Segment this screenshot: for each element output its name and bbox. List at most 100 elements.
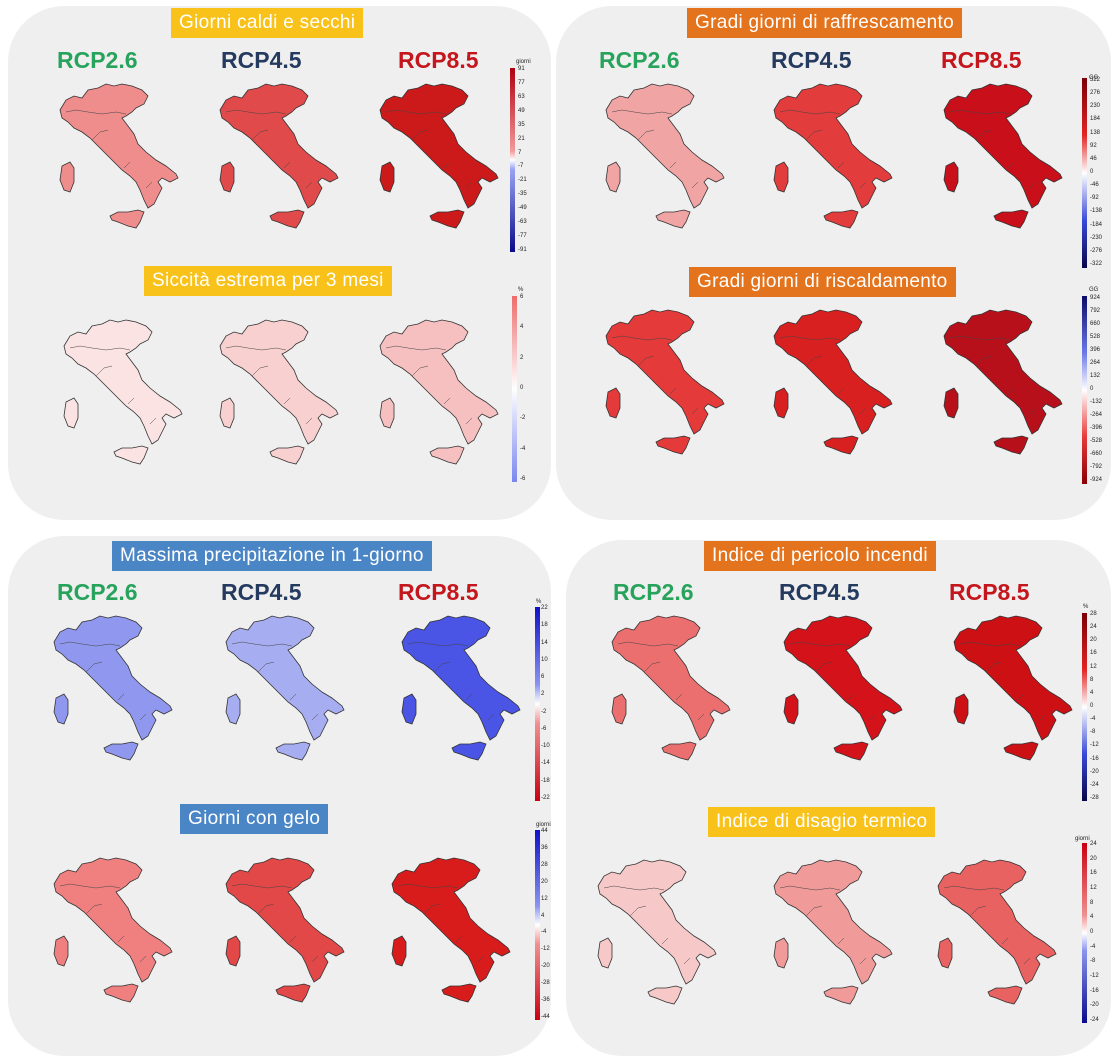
colorbar-tick-label: 8 [1090, 676, 1094, 683]
map-fire-danger-rcp45 [776, 614, 906, 774]
panel-title-heating-degree-days: Gradi giorni di riscaldamento [689, 267, 956, 297]
colorbar-tick-label: -63 [518, 219, 527, 226]
colorbar-tick-label: -7 [518, 163, 524, 170]
italy-map-shape [943, 309, 1063, 455]
colorbar-unit-extreme-drought: % [518, 287, 524, 293]
colorbar-tick-label: -14 [541, 760, 550, 767]
italy-map-shape [401, 615, 521, 761]
colorbar-tick-label: -322 [1090, 261, 1103, 267]
map-cooling-degree-days-rcp45 [766, 82, 896, 242]
map-frost-days-rcp85 [384, 856, 514, 1016]
colorbar-tick-label: -36 [541, 997, 550, 1004]
colorbar-tick-label: -91 [518, 247, 527, 253]
colorbar-tick-label: -6 [520, 476, 526, 482]
colorbar-tick-label: 264 [1090, 360, 1101, 366]
colorbar-tick-label: 2 [520, 354, 524, 361]
colorbar-tick-label: 20 [541, 878, 548, 885]
colorbar-unit-heat-discomfort: giorni [1075, 836, 1090, 842]
scenario-label-rcp85: RCP8.5 [398, 47, 479, 73]
colorbar-tick-label: 0 [1090, 386, 1094, 392]
colorbar-tick-label: 230 [1090, 103, 1101, 110]
colorbar-frost-days [535, 830, 540, 1020]
scenario-label-rcp26: RCP2.6 [57, 579, 138, 605]
colorbar-tick-label: -24 [1090, 781, 1099, 788]
colorbar-tick-label: -12 [1090, 973, 1099, 979]
colorbar-tick-label: 36 [541, 844, 548, 851]
scenario-label-rcp45: RCP4.5 [221, 47, 302, 73]
colorbar-tick-label: -12 [541, 946, 550, 953]
map-heating-degree-days-rcp85 [936, 308, 1066, 468]
map-heat-discomfort-rcp85 [930, 858, 1060, 1018]
colorbar-tick-label: -132 [1090, 399, 1103, 405]
colorbar-tick-label: 276 [1090, 90, 1101, 97]
colorbar-tick-label: -10 [541, 743, 550, 750]
map-cooling-degree-days-rcp85 [936, 82, 1066, 242]
italy-map-shape [783, 615, 903, 761]
map-frost-days-rcp45 [218, 856, 348, 1016]
map-max-daily-precip-rcp85 [394, 614, 524, 774]
colorbar-tick-label: 2 [541, 691, 545, 698]
italy-map-shape [773, 83, 893, 229]
italy-map-shape [611, 615, 731, 761]
colorbar-tick-label: 77 [518, 79, 525, 86]
colorbar-tick-label: 20 [1090, 855, 1097, 862]
colorbar-unit-fire-danger: % [1083, 604, 1089, 610]
scenario-label-rcp26: RCP2.6 [599, 47, 680, 73]
colorbar-tick-label: 24 [1090, 624, 1097, 631]
colorbar-tick-label: -28 [541, 980, 550, 987]
colorbar-heating-degree-days [1082, 296, 1087, 484]
colorbar-tick-label: 46 [1090, 155, 1097, 162]
colorbar-tick-label: -77 [518, 233, 527, 240]
italy-map-shape [937, 859, 1057, 1005]
colorbar-tick-label: -138 [1090, 208, 1103, 215]
colorbar-tick-label: -24 [1090, 1017, 1099, 1023]
panel-title-fire-danger: Indice di pericolo incendi [704, 541, 936, 571]
colorbar-tick-label: -21 [518, 177, 527, 184]
colorbar-unit-max-daily-precip: % [536, 599, 542, 605]
colorbar-tick-label: -16 [1090, 755, 1099, 762]
panel-title-cooling-degree-days: Gradi giorni di raffrescamento [687, 8, 962, 38]
colorbar-tick-label: 924 [1090, 295, 1101, 301]
italy-map-shape [943, 83, 1063, 229]
colorbar-tick-label: -2 [520, 415, 526, 422]
colorbar-tick-label: 184 [1090, 116, 1101, 123]
colorbar-tick-label: 18 [541, 622, 548, 629]
colorbar-tick-label: 322 [1090, 77, 1101, 83]
colorbar-tick-label: 28 [541, 861, 548, 868]
colorbar-tick-label: -184 [1090, 221, 1103, 228]
italy-map-shape [605, 309, 725, 455]
map-extreme-drought-rcp45 [212, 318, 342, 478]
map-extreme-drought-rcp85 [372, 318, 502, 478]
colorbar-tick-label: -8 [1090, 729, 1096, 736]
colorbar-tick-label: -92 [1090, 195, 1099, 202]
map-cooling-degree-days-rcp26 [598, 82, 728, 242]
map-extreme-drought-rcp26 [56, 318, 186, 478]
colorbar-tick-label: 4 [1090, 689, 1094, 696]
colorbar-tick-label: 132 [1090, 373, 1101, 379]
colorbar-tick-label: 22 [541, 605, 548, 611]
scenario-label-rcp45: RCP4.5 [771, 47, 852, 73]
italy-map-shape [597, 859, 717, 1005]
colorbar-tick-label: 0 [520, 385, 524, 391]
scenario-label-rcp26: RCP2.6 [57, 47, 138, 73]
colorbar-tick-label: -22 [541, 795, 550, 801]
colorbar-tick-label: 660 [1090, 321, 1101, 327]
colorbar-hot-dry-days [510, 68, 515, 252]
colorbar-tick-label: 528 [1090, 334, 1101, 340]
colorbar-tick-label: 63 [518, 93, 525, 100]
colorbar-tick-label: -28 [1090, 795, 1099, 801]
colorbar-unit-cooling-degree-days: GG [1089, 75, 1099, 81]
colorbar-tick-label: 8 [1090, 899, 1094, 906]
panel-title-frost-days: Giorni con gelo [180, 804, 329, 834]
colorbar-tick-label: -20 [1090, 1002, 1099, 1009]
colorbar-extreme-drought [512, 296, 517, 482]
map-max-daily-precip-rcp26 [46, 614, 176, 774]
map-frost-days-rcp26 [46, 856, 176, 1016]
italy-map-shape [379, 319, 499, 465]
italy-map-shape [391, 857, 511, 1003]
colorbar-tick-label: 4 [541, 912, 545, 919]
colorbar-tick-label: -8 [1090, 958, 1096, 965]
colorbar-tick-label: 396 [1090, 347, 1101, 353]
colorbar-tick-label: 0 [1090, 169, 1094, 175]
map-hot-dry-days-rcp45 [212, 82, 342, 242]
